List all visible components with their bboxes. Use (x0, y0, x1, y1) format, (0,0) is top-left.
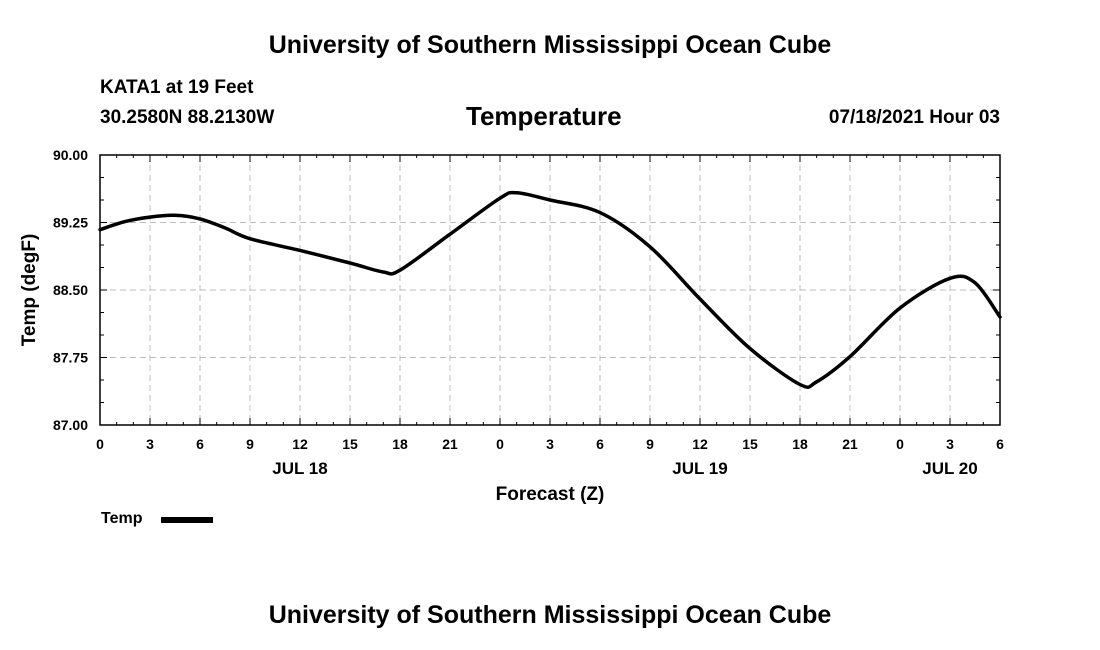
x-tick-label: 9 (646, 436, 654, 452)
x-tick-label: 21 (842, 436, 858, 452)
x-tick-label: 12 (692, 436, 708, 452)
x-tick-labels: 0 3 6 9 12 15 18 21 0 3 6 9 12 15 18 21 0 3 6 (96, 436, 1004, 452)
x-tick-label: 3 (546, 436, 554, 452)
x-tick-label: 21 (442, 436, 458, 452)
date-label: JUL 20 (922, 459, 977, 478)
temp-series-line (98, 190, 1002, 390)
date-label: JUL 19 (672, 459, 727, 478)
x-tick-label: 0 (96, 436, 104, 452)
chart-grid (100, 155, 1000, 425)
bottom-title: University of Southern Mississippi Ocean… (268, 601, 832, 629)
x-tick-label: 15 (742, 436, 758, 452)
y-tick-labels: 87.00 87.75 88.50 89.25 90.00 (53, 147, 88, 433)
y-tick-label: 87.00 (53, 417, 88, 433)
chart-title: Temperature (466, 101, 622, 131)
x-tick-label: 6 (996, 436, 1004, 452)
forecast-datetime: 07/18/2021 Hour 03 (828, 107, 1000, 128)
x-tick-label: 18 (792, 436, 808, 452)
x-tick-label: 6 (196, 436, 204, 452)
x-tick-label: 6 (596, 436, 604, 452)
y-tick-label: 88.50 (53, 282, 88, 298)
x-tick-label: 3 (946, 436, 954, 452)
y-tick-label: 87.75 (53, 350, 88, 366)
x-tick-label: 0 (896, 436, 904, 452)
x-tick-label: 3 (146, 436, 154, 452)
y-tick-label: 89.25 (53, 215, 88, 231)
x-tick-label: 15 (342, 436, 358, 452)
x-tick-label: 12 (292, 436, 308, 452)
y-tick-label: 90.00 (53, 147, 88, 163)
station-coordinates: 30.2580N 88.2130W (100, 107, 275, 128)
date-labels: JUL 18 JUL 19 JUL 20 (272, 459, 977, 478)
top-title: University of Southern Mississippi Ocean… (268, 31, 832, 59)
x-tick-label: 18 (392, 436, 408, 452)
station-label: KATA1 at 19 Feet (100, 77, 254, 98)
x-axis-label: Forecast (Z) (496, 484, 605, 505)
y-axis-label: Temp (degF) (19, 234, 40, 347)
legend-line-swatch (161, 517, 213, 523)
legend-label: Temp (101, 510, 143, 527)
x-tick-label: 9 (246, 436, 254, 452)
date-label: JUL 18 (272, 459, 327, 478)
axis-ticks (99, 154, 1001, 426)
x-tick-label: 0 (496, 436, 504, 452)
